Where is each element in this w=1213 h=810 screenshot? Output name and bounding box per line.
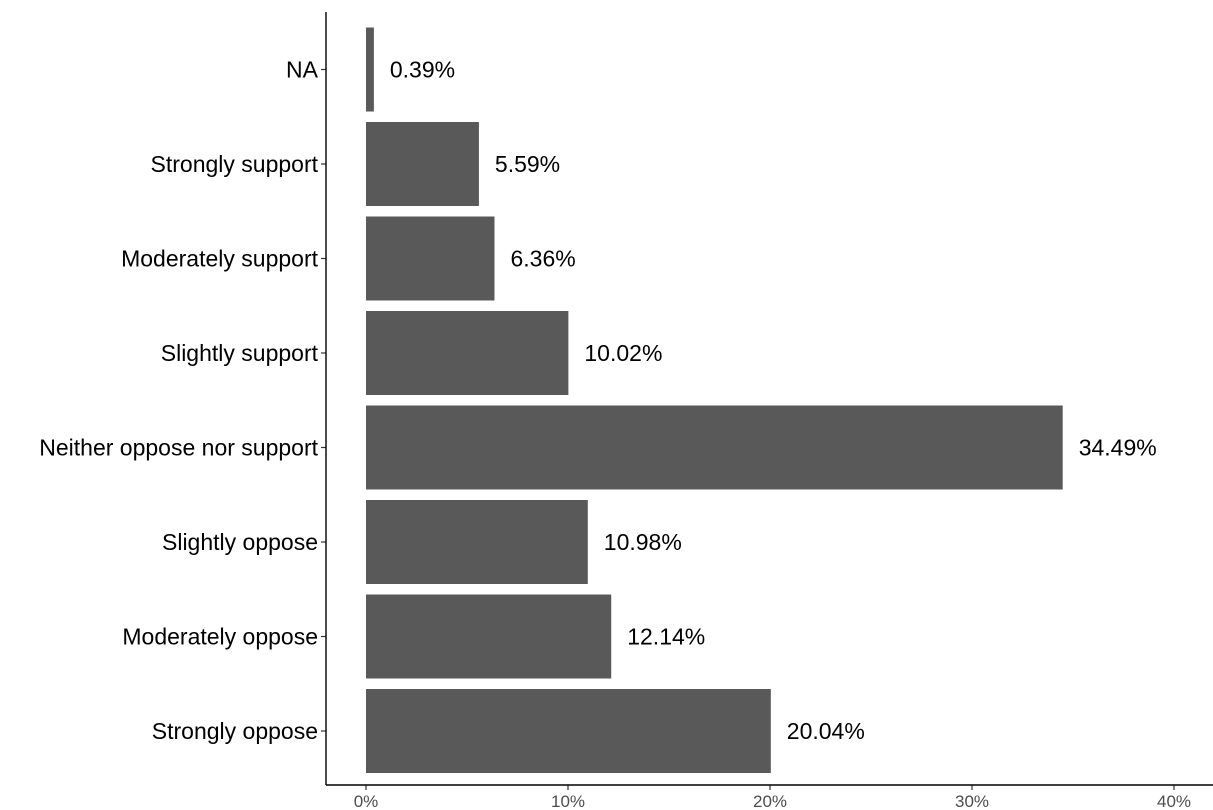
bar-value-label: 34.49% <box>1079 435 1157 461</box>
bars-group <box>366 27 1063 773</box>
bar <box>366 311 569 395</box>
category-label: Moderately support <box>121 246 318 272</box>
bar <box>366 27 374 112</box>
bar <box>366 500 588 584</box>
bar-value-label: 12.14% <box>627 624 705 650</box>
bar <box>366 216 495 301</box>
category-label: Strongly support <box>151 151 319 177</box>
x-tick-label: 0% <box>354 792 379 810</box>
category-label: Slightly support <box>161 340 319 366</box>
x-axis-ticks-group: 0% 10% 20% 30% 40% <box>354 785 1191 810</box>
x-tick-label: 10% <box>551 792 585 810</box>
category-label: Strongly oppose <box>152 718 318 744</box>
bar-value-label: 20.04% <box>787 718 865 744</box>
x-tick-label: 40% <box>1157 792 1191 810</box>
x-tick-label: 30% <box>955 792 989 810</box>
category-label: NA <box>286 57 319 83</box>
category-label: Moderately oppose <box>122 624 318 650</box>
bar <box>366 689 771 773</box>
x-tick-label: 20% <box>753 792 787 810</box>
bar-value-label: 0.39% <box>390 57 455 83</box>
bar <box>366 405 1063 490</box>
bar-value-label: 10.98% <box>604 529 682 555</box>
bar-value-label: 10.02% <box>584 340 662 366</box>
bar-value-label: 5.59% <box>495 151 560 177</box>
category-label: Slightly oppose <box>162 529 318 555</box>
bar-value-label: 6.36% <box>510 246 575 272</box>
value-labels-group: 20.04% 12.14% 10.98% 34.49% 10.02% 6.36% 5.59%… <box>390 57 1157 745</box>
bar <box>366 122 479 206</box>
category-label: Neither oppose nor support <box>39 435 318 461</box>
bar <box>366 594 612 679</box>
category-labels-group: Strongly oppose Moderately oppose Slightly… <box>39 57 326 744</box>
